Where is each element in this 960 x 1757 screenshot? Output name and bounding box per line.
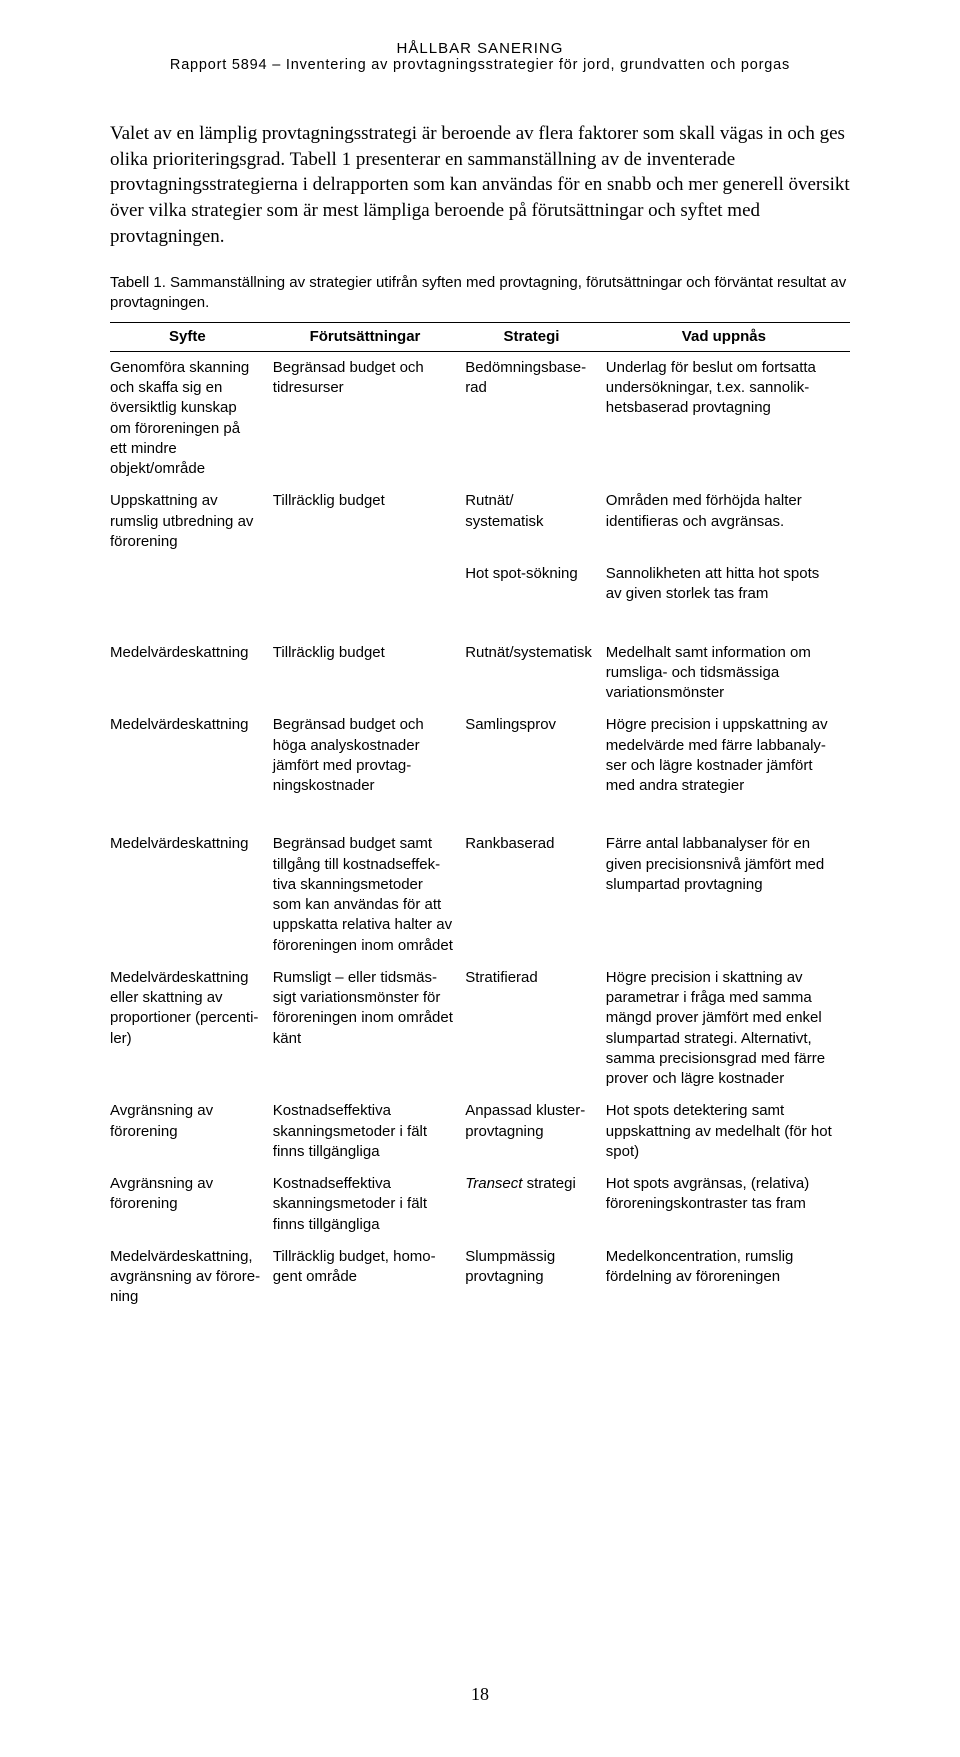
cell: Avgränsning av förorening: [110, 1168, 273, 1241]
cell: Medelvärdeskattning: [110, 611, 273, 710]
cell: [110, 558, 273, 611]
page-number: 18: [0, 1684, 960, 1705]
th-vad-uppnas: Vad uppnås: [606, 322, 850, 351]
cell: Medelvärdeskattning eller skattning av p…: [110, 962, 273, 1096]
cell: Hot spot-sökning: [465, 558, 606, 611]
table-row: Uppskattning av rumslig utbredning av fö…: [110, 485, 850, 558]
table-header-row: Syfte Förutsättningar Strategi Vad uppnå…: [110, 322, 850, 351]
table-row: Genomföra skanning och skaffa sig en öve…: [110, 351, 850, 485]
cell: Rutnät/ systematisk: [465, 485, 606, 558]
cell: Hot spots detektering samt uppskattning …: [606, 1095, 850, 1168]
cell: Tillräcklig budget: [273, 485, 465, 558]
cell: Medelvärdeskattning: [110, 802, 273, 962]
page-header: HÅLLBAR SANERING Rapport 5894 – Inventer…: [110, 40, 850, 73]
cell: Områden med förhöjda halter identifieras…: [606, 485, 850, 558]
cell: Underlag för beslut om fortsatta undersö…: [606, 351, 850, 485]
cell: Stratifierad: [465, 962, 606, 1096]
cell: Begränsad budget och tidresurser: [273, 351, 465, 485]
cell: Medelvärdeskattning: [110, 709, 273, 802]
table-caption: Tabell 1. Sammanställning av strategier …: [110, 273, 850, 314]
cell: Slumpmässig provtagning: [465, 1241, 606, 1314]
table-row: Medelvärdeskattning, avgränsning av föro…: [110, 1241, 850, 1314]
cell: Tillräcklig budget: [273, 611, 465, 710]
table-row: Hot spot-sökning Sannolikheten att hitta…: [110, 558, 850, 611]
cell: Färre antal labbanalyser för en given pr…: [606, 802, 850, 962]
cell: Högre precision i uppskattning av medelv…: [606, 709, 850, 802]
table-row: Avgränsning av förorening Kostnadseffekt…: [110, 1095, 850, 1168]
document-page: HÅLLBAR SANERING Rapport 5894 – Inventer…: [0, 0, 960, 1314]
th-forutsattningar: Förutsättningar: [273, 322, 465, 351]
table-row: Medelvärdeskattning Tillräcklig budget R…: [110, 611, 850, 710]
cell: Samlingsprov: [465, 709, 606, 802]
cell-transect: Transect strategi: [465, 1168, 606, 1241]
cell: Medelhalt samt information om rumsliga- …: [606, 611, 850, 710]
table-row: Avgränsning av förorening Kostnadseffekt…: [110, 1168, 850, 1241]
strategy-table: Syfte Förutsättningar Strategi Vad uppnå…: [110, 322, 850, 1314]
cell: [273, 558, 465, 611]
table-row: Medelvärdeskattning Begränsad budget sam…: [110, 802, 850, 962]
cell: Rumsligt – eller tidsmäs­sigt variations…: [273, 962, 465, 1096]
cell: Begränsad budget samt tillgång till kost…: [273, 802, 465, 962]
table-row: Medelvärdeskattning eller skattning av p…: [110, 962, 850, 1096]
transect-suffix: strategi: [522, 1175, 575, 1192]
header-title: HÅLLBAR SANERING: [110, 40, 850, 57]
table-row: Medelvärdeskattning Begränsad budget och…: [110, 709, 850, 802]
cell: Uppskattning av rumslig utbredning av fö…: [110, 485, 273, 558]
cell: Kostnadseffektiva skanningsmetoder i fäl…: [273, 1168, 465, 1241]
cell: Genomföra skanning och skaffa sig en öve…: [110, 351, 273, 485]
cell: Hot spots avgränsas, (relativa) föroreni…: [606, 1168, 850, 1241]
th-strategi: Strategi: [465, 322, 606, 351]
cell: Sannolikheten att hitta hot spots av giv…: [606, 558, 850, 611]
cell: Högre precision i skattning av parametra…: [606, 962, 850, 1096]
cell: Begränsad budget och höga analyskostnade…: [273, 709, 465, 802]
body-paragraph: Valet av en lämplig provtagningsstrategi…: [110, 121, 850, 249]
cell: Avgränsning av förorening: [110, 1095, 273, 1168]
cell: Rut­nät/systematisk: [465, 611, 606, 710]
th-syfte: Syfte: [110, 322, 273, 351]
cell: Bedömningsbase­rad: [465, 351, 606, 485]
cell: Medelkoncentration, rumslig fördelning a…: [606, 1241, 850, 1314]
cell: Medelvärdeskattning, avgränsning av föro…: [110, 1241, 273, 1314]
transect-italic: Transect: [465, 1175, 522, 1192]
cell: Tillräcklig budget, homo­gent område: [273, 1241, 465, 1314]
header-subtitle: Rapport 5894 – Inventering av provtagnin…: [110, 57, 850, 73]
cell: Anpassad kluster­provtagning: [465, 1095, 606, 1168]
cell: Kostnadseffektiva skanningsmetoder i fäl…: [273, 1095, 465, 1168]
cell: Rankbaserad: [465, 802, 606, 962]
